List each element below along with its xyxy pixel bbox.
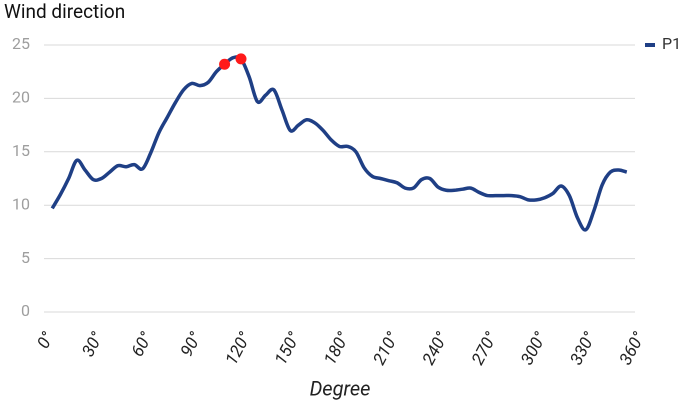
y-tick-label: 10 xyxy=(12,194,30,213)
x-tick-label: 120° xyxy=(222,328,256,368)
x-tick-label: 240° xyxy=(419,328,453,368)
x-tick-label: 60° xyxy=(128,328,158,360)
highlight-point xyxy=(235,53,247,65)
x-tick-label: 300° xyxy=(517,328,551,368)
chart-title: Wind direction xyxy=(4,0,125,23)
y-tick-label: 25 xyxy=(12,34,30,53)
x-tick-label: 330° xyxy=(567,328,601,368)
x-tick-label: 360° xyxy=(616,328,650,368)
x-tick-label: 210° xyxy=(370,328,404,368)
legend-label: P1 xyxy=(662,34,681,53)
y-tick-label: 20 xyxy=(12,88,30,107)
y-tick-label: 15 xyxy=(12,141,30,160)
y-tick-label: 0 xyxy=(21,301,30,320)
x-tick-label: 30° xyxy=(78,328,108,360)
highlight-point xyxy=(219,58,231,70)
x-axis-label: Degree xyxy=(310,376,371,400)
x-tick-label: 0° xyxy=(33,328,58,352)
line xyxy=(50,55,628,232)
x-tick-label: 150° xyxy=(271,328,305,368)
x-tick-label: 90° xyxy=(177,328,207,360)
x-tick-label: 180° xyxy=(320,328,354,368)
y-tick-label: 5 xyxy=(21,248,30,267)
x-tick-label: 270° xyxy=(468,328,502,368)
